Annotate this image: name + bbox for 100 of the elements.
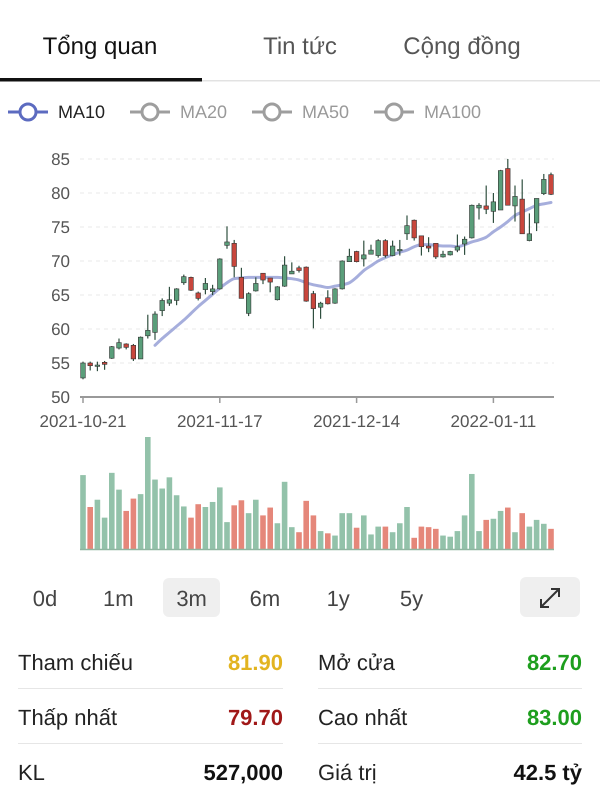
candlestick — [512, 184, 518, 222]
candlestick — [174, 288, 180, 306]
bar — [548, 528, 554, 549]
bar — [94, 500, 100, 549]
candlestick — [282, 256, 288, 288]
candlestick — [433, 242, 438, 260]
bar — [382, 526, 388, 549]
candlestick — [188, 276, 194, 292]
legend-label: MA50 — [302, 102, 350, 122]
bar — [512, 532, 518, 549]
candlestick — [376, 238, 381, 258]
text: 6m — [250, 586, 280, 611]
legend-label: MA20 — [180, 102, 228, 122]
legend-label: MA10 — [58, 102, 106, 122]
candlestick — [181, 274, 186, 286]
y-tick-label: 85 — [51, 150, 70, 169]
bar — [519, 513, 525, 549]
candlestick — [418, 235, 424, 256]
candlestick — [246, 292, 252, 317]
text: Mở cửa — [318, 650, 396, 675]
candlestick — [145, 314, 150, 340]
text: Tổng quan — [42, 33, 158, 60]
candlestick — [325, 290, 330, 306]
candlestick — [476, 202, 482, 220]
y-tick-label: 65 — [51, 286, 70, 305]
candlestick — [260, 272, 266, 285]
y-tick-label: 60 — [51, 320, 70, 339]
candlestick — [390, 240, 396, 257]
text: 3m — [176, 586, 207, 611]
y-tick-label: 70 — [51, 252, 70, 271]
legend-label: MA100 — [424, 102, 482, 122]
candlestick — [368, 244, 374, 255]
candlestick — [318, 301, 324, 320]
y-tick-label: 75 — [51, 218, 70, 237]
text: 5y — [400, 586, 424, 611]
text: 1y — [326, 586, 350, 611]
candlestick — [80, 361, 86, 380]
candlestick — [404, 214, 410, 241]
bar — [318, 531, 324, 549]
bar — [498, 510, 504, 549]
text: 81.90 — [228, 650, 283, 675]
candlestick — [116, 338, 122, 350]
text: KL — [18, 760, 45, 785]
text: Giá trị — [318, 760, 377, 785]
candlestick — [346, 248, 352, 262]
text: Tin tức — [263, 33, 337, 60]
bar — [274, 523, 280, 549]
y-tick-label: 55 — [51, 354, 70, 373]
text: Thấp nhất — [18, 705, 118, 730]
text: 82.70 — [526, 650, 582, 675]
bar — [505, 508, 511, 549]
candlestick — [289, 262, 294, 275]
candlestick — [454, 234, 460, 253]
candlestick — [130, 343, 136, 362]
text: Tham chiếu — [18, 650, 133, 675]
bar — [354, 528, 360, 549]
candlestick — [202, 277, 208, 295]
candlestick — [490, 192, 496, 224]
text: Cao nhất — [318, 705, 408, 730]
text: 83.00 — [526, 705, 582, 730]
candlestick — [412, 218, 417, 242]
x-tick-label: 2021-12-14 — [313, 412, 400, 431]
candlestick — [268, 277, 273, 293]
candlestick — [462, 236, 468, 256]
candlestick — [274, 286, 280, 302]
candlestick — [361, 240, 366, 268]
x-tick-label: 2021-11-17 — [176, 412, 263, 431]
candlestick — [94, 361, 100, 372]
y-tick-label: 80 — [51, 184, 70, 203]
candlestick — [160, 298, 165, 317]
candlestick — [152, 310, 158, 340]
x-tick-label: 2022-01-11 — [450, 412, 536, 431]
candlestick — [526, 212, 532, 242]
text: Cộng đồng — [403, 33, 521, 60]
candlestick — [232, 239, 237, 278]
candlestick — [484, 184, 489, 215]
candlestick — [332, 288, 338, 304]
candlestick — [238, 267, 244, 299]
text: 42.5 tỷ — [514, 760, 583, 785]
bar — [202, 507, 208, 549]
candlestick — [224, 226, 230, 250]
text: 1m — [103, 586, 134, 611]
text: 0d — [32, 586, 58, 611]
candlestick — [548, 172, 554, 196]
candlestick — [382, 238, 388, 258]
text: 527,000 — [203, 760, 283, 785]
candlestick — [166, 286, 172, 306]
candlestick — [109, 345, 114, 360]
candlestick — [426, 236, 432, 253]
x-tick-label: 2021-10-21 — [40, 412, 126, 431]
bar — [325, 533, 331, 549]
text: 79.70 — [228, 705, 283, 730]
candlestick — [397, 239, 402, 256]
candlestick — [541, 173, 546, 196]
bar — [483, 520, 489, 549]
candlestick — [138, 336, 144, 360]
bar — [490, 518, 496, 549]
y-tick-label: 50 — [51, 388, 70, 407]
candlestick — [310, 290, 316, 329]
candlestick — [253, 276, 258, 292]
